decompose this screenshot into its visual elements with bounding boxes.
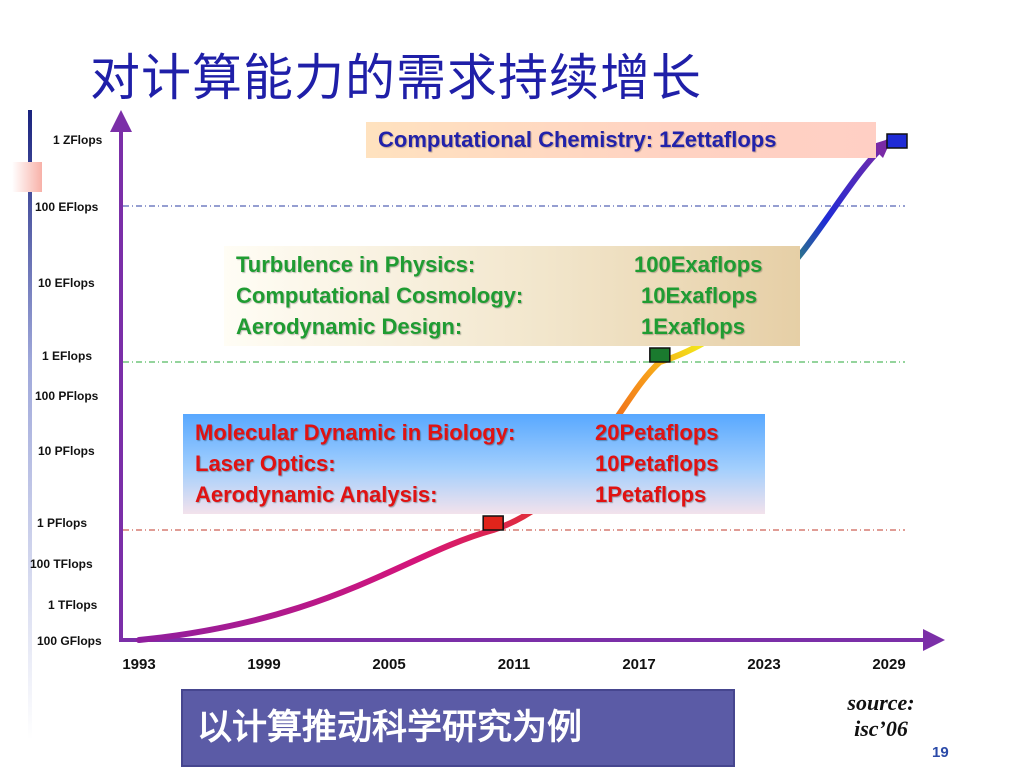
page-number: 19: [932, 744, 949, 761]
exa-row: Computational Cosmology: 10Exaflops: [236, 280, 800, 311]
data-marker: [649, 347, 671, 363]
peta-row-label: Molecular Dynamic in Biology:: [195, 420, 516, 445]
slide-title: 对计算能力的需求持续增长: [90, 49, 702, 107]
x-tick-label: 2011: [498, 656, 531, 673]
x-tick-label: 2023: [747, 656, 780, 673]
exa-row: Aerodynamic Design: 1Exaflops: [236, 311, 800, 342]
exa-row-value: 10Exaflops: [641, 283, 758, 308]
x-tick-label: 1999: [247, 656, 280, 673]
grid-lines: [123, 205, 905, 531]
y-axis-arrowhead: [110, 110, 132, 132]
peta-row-label: Aerodynamic Analysis:: [195, 482, 438, 507]
peta-row-value: 1Petaflops: [595, 482, 707, 507]
y-tick-label: 10 EFlops: [38, 276, 95, 290]
source-value: isc’06: [854, 716, 908, 741]
y-tick-label: 100 GFlops: [37, 634, 102, 648]
x-tick-label: 2017: [622, 656, 655, 673]
y-tick-label: 10 PFlops: [38, 444, 95, 458]
peta-row-label: Laser Optics:: [195, 451, 336, 476]
y-tick-label: 100 EFlops: [35, 200, 99, 214]
y-tick-label: 1 TFlops: [48, 598, 98, 612]
source-citation: source: isc’06: [826, 690, 936, 742]
annotation-petaflops: Molecular Dynamic in Biology: 20Petaflop…: [183, 414, 765, 514]
y-tick-labels: 100 GFlops 1 TFlops 100 TFlops 1 PFlops 10 P…: [30, 133, 103, 648]
y-tick-label: 100 PFlops: [35, 389, 99, 403]
exa-row-value: 100Exaflops: [634, 252, 763, 277]
peta-row: Molecular Dynamic in Biology: 20Petaflop…: [195, 417, 765, 448]
slide-accent-block: [12, 162, 42, 192]
data-marker: [482, 515, 504, 531]
exa-row-label: Turbulence in Physics:: [236, 252, 476, 277]
exa-row-label: Aerodynamic Design:: [236, 314, 463, 339]
source-label: source:: [847, 690, 915, 715]
exa-row-value: 1Exaflops: [641, 314, 745, 339]
data-marker: [886, 133, 908, 149]
y-tick-label: 100 TFlops: [30, 557, 93, 571]
x-tick-labels: 1993 1999 2005 2011 2017 2023 2029: [122, 656, 905, 673]
peta-row: Aerodynamic Analysis: 1Petaflops: [195, 479, 765, 510]
annotation-exaflops: Turbulence in Physics: 100Exaflops Compu…: [224, 246, 800, 346]
x-tick-label: 2029: [872, 656, 905, 673]
x-axis-arrowhead: [923, 629, 945, 651]
y-tick-label: 1 PFlops: [37, 516, 87, 530]
slide-accent-bar: [28, 110, 32, 740]
series-line: [136, 138, 892, 643]
axes: [110, 110, 945, 651]
x-tick-label: 1993: [122, 656, 155, 673]
y-tick-label: 1 ZFlops: [53, 133, 103, 147]
milestone-markers: [482, 133, 908, 531]
growth-curve: [136, 138, 892, 643]
peta-row: Laser Optics: 10Petaflops: [195, 448, 765, 479]
peta-row-value: 20Petaflops: [595, 420, 719, 445]
example-banner: 以计算推动科学研究为例: [181, 689, 735, 767]
annotation-zettaflops: Computational Chemistry: 1Zettaflops: [366, 122, 876, 158]
y-tick-label: 1 EFlops: [42, 349, 92, 363]
exa-row: Turbulence in Physics: 100Exaflops: [236, 249, 800, 280]
x-tick-label: 2005: [372, 656, 405, 673]
exa-row-label: Computational Cosmology:: [236, 283, 524, 308]
peta-row-value: 10Petaflops: [595, 451, 719, 476]
